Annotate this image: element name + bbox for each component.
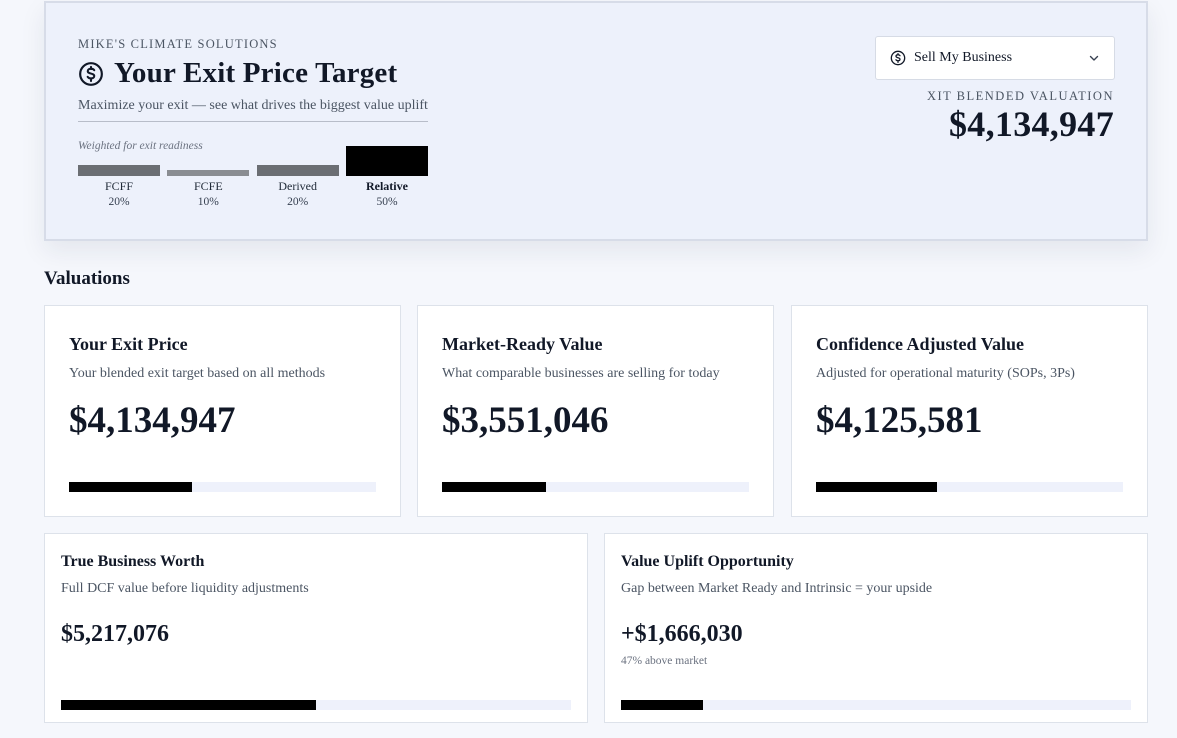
chevron-down-icon (1089, 55, 1099, 61)
weight-name: Relative (365, 179, 408, 193)
company-name: MIKE'S CLIMATE SOLUTIONS (78, 37, 278, 51)
card-market-ready-value: Market-Ready Value What comparable busin… (417, 305, 774, 517)
blended-valuation-label: XIT BLENDED VALUATION (926, 89, 1114, 103)
card-confidence-adjusted-value: Confidence Adjusted Value Adjusted for o… (791, 305, 1148, 517)
weight-derived: Derived 20% (256, 143, 339, 209)
weights-caption: Weighted for exit readiness (78, 140, 203, 152)
page-title: Your Exit Price Target (114, 57, 398, 89)
weight-bar (78, 165, 160, 176)
card-progress-track (816, 482, 1123, 492)
card-value-uplift-opportunity: Value Uplift Opportunity Gap between Mar… (604, 533, 1148, 723)
page-title-row: Your Exit Price Target (78, 57, 397, 90)
card-description: Gap between Market Ready and Intrinsic =… (621, 581, 933, 596)
hero-panel: MIKE'S CLIMATE SOLUTIONS Your Exit Price… (44, 1, 1148, 241)
card-progress-fill (61, 700, 316, 710)
weight-bar (167, 170, 250, 176)
card-value: $4,134,947 (69, 400, 236, 441)
card-progress-track (621, 700, 1131, 710)
card-progress-track (61, 700, 571, 710)
card-description: Adjusted for operational maturity (SOPs,… (816, 366, 1075, 381)
card-title: Market-Ready Value (442, 334, 603, 354)
weight-percent: 20% (287, 196, 309, 208)
card-title: True Business Worth (61, 553, 205, 570)
weight-name: FCFE (193, 179, 223, 193)
goal-select[interactable]: Sell My Business (875, 36, 1115, 80)
card-value: $4,125,581 (816, 400, 983, 441)
weight-name: FCFF (104, 179, 134, 193)
dollar-circle-icon (890, 50, 906, 66)
card-description: What comparable businesses are selling f… (442, 366, 720, 381)
card-true-business-worth: True Business Worth Full DCF value befor… (44, 533, 588, 723)
blended-valuation-value: $4,134,947 (949, 104, 1114, 144)
weight-percent: 50% (376, 196, 398, 208)
page-subtitle: Maximize your exit — see what drives the… (78, 98, 428, 122)
weight-name: Derived (278, 179, 317, 193)
weight-percent: 10% (197, 196, 219, 208)
card-description: Full DCF value before liquidity adjustme… (61, 581, 309, 596)
card-progress-track (69, 482, 376, 492)
card-value: $5,217,076 (61, 621, 169, 647)
weight-bar (345, 146, 428, 176)
goal-select-value: Sell My Business (914, 50, 1013, 65)
card-description: Your blended exit target based on all me… (69, 366, 326, 381)
card-title: Confidence Adjusted Value (816, 334, 1025, 354)
valuations-heading: Valuations (44, 268, 130, 289)
weight-fcff: FCFF 20% (78, 143, 160, 209)
card-progress-fill (69, 482, 192, 492)
card-progress-fill (816, 482, 938, 492)
card-progress-fill (621, 700, 703, 710)
card-title: Your Exit Price (69, 334, 188, 354)
card-value: $3,551,046 (442, 400, 609, 441)
weight-percent: 20% (108, 196, 130, 208)
weight-relative: Relative 50% (345, 143, 428, 209)
card-value: +$1,666,030 (621, 621, 743, 647)
method-weights-chart: FCFF 20% FCFE 10% Derived 20% Relative 50% (78, 143, 428, 213)
weight-fcfe: FCFE 10% (167, 143, 250, 209)
weight-bar (256, 165, 339, 176)
card-note: 47% above market (621, 655, 708, 667)
card-progress-fill (442, 482, 547, 492)
card-title: Value Uplift Opportunity (621, 553, 794, 570)
dollar-circle-icon (79, 61, 103, 86)
card-progress-track (442, 482, 749, 492)
card-exit-price: Your Exit Price Your blended exit target… (44, 305, 401, 517)
